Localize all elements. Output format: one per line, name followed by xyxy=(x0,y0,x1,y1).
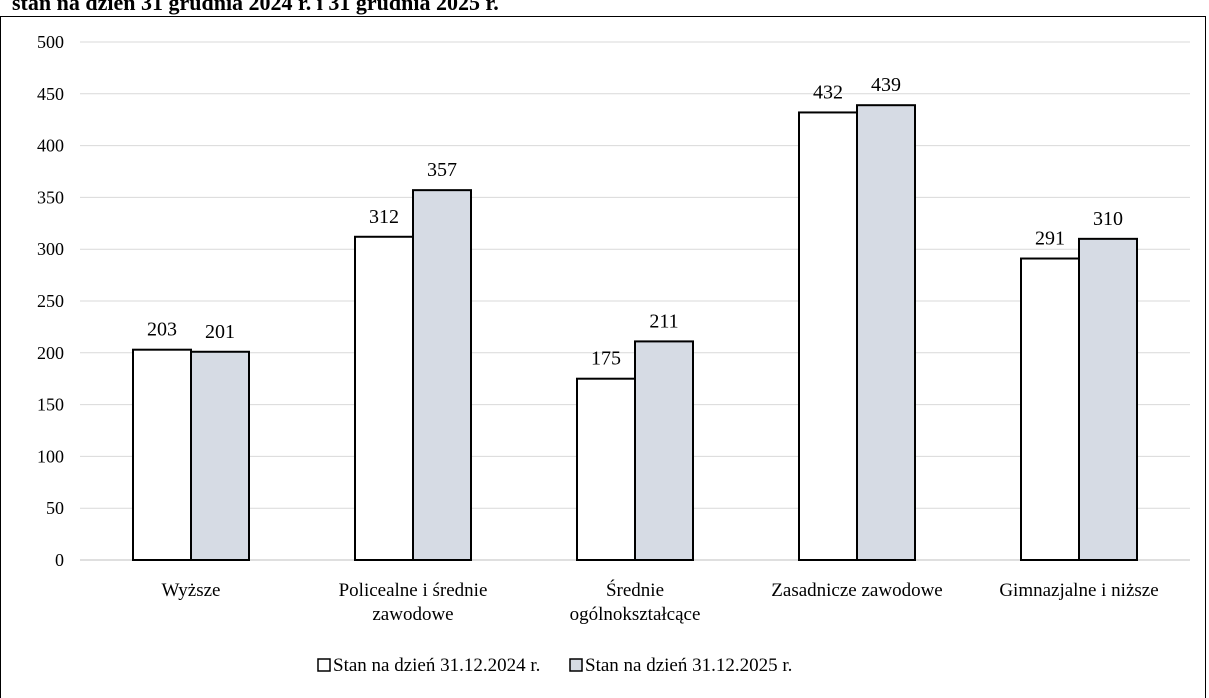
x-axis: Wyższe Policealne i średnie zawodowe Średni… xyxy=(162,579,1159,625)
bar xyxy=(190,350,250,561)
data-label: 310 xyxy=(1093,208,1123,230)
bar xyxy=(856,104,916,561)
data-label: 432 xyxy=(813,81,843,103)
data-label: 203 xyxy=(147,319,177,341)
bar xyxy=(634,340,694,561)
x-tick-label: Gimnazjalne i niższe xyxy=(999,580,1158,601)
chart-title: stan na dzień 31 grudnia 2024 r. i 31 gr… xyxy=(12,0,499,15)
data-label: 357 xyxy=(427,159,457,181)
data-label: 439 xyxy=(871,74,901,96)
chart-frame xyxy=(0,16,1206,698)
y-tick-label: 350 xyxy=(37,187,64,207)
y-tick-label: 450 xyxy=(37,84,64,104)
x-tick-label: ogólnokształcące xyxy=(570,604,701,625)
legend-swatch xyxy=(569,658,583,672)
y-tick-label: 200 xyxy=(37,343,64,363)
bar xyxy=(798,111,858,561)
data-label: 211 xyxy=(649,310,678,332)
bar xyxy=(354,235,414,561)
data-label: 175 xyxy=(591,348,621,370)
legend-label: Stan na dzień 31.12.2024 r. xyxy=(333,655,540,676)
y-tick-label: 400 xyxy=(37,136,64,156)
bar xyxy=(1020,257,1080,561)
x-tick-label: Średnie xyxy=(606,579,664,601)
legend-label: Stan na dzień 31.12.2025 r. xyxy=(585,655,792,676)
bar xyxy=(412,189,472,561)
x-tick-label: Wyższe xyxy=(162,580,221,601)
y-tick-label: 50 xyxy=(46,498,64,518)
y-tick-label: 150 xyxy=(37,395,64,415)
x-tick-label: Policealne i średnie xyxy=(339,580,488,601)
data-label: 291 xyxy=(1035,228,1065,250)
y-tick-label: 300 xyxy=(37,239,64,259)
bars xyxy=(132,104,1138,562)
bar xyxy=(132,348,192,561)
y-tick-label: 500 xyxy=(37,32,64,52)
legend-swatch xyxy=(317,658,331,672)
bar xyxy=(1078,237,1138,561)
legend: Stan na dzień 31.12.2024 r. Stan na dzień… xyxy=(317,655,792,676)
y-tick-label: 250 xyxy=(37,291,64,311)
x-tick-label: zawodowe xyxy=(372,604,453,625)
bar xyxy=(576,377,636,562)
data-label: 312 xyxy=(369,206,399,228)
y-tick-label: 0 xyxy=(55,550,64,570)
y-axis: 0 50 100 150 200 250 300 350 400 450 500 xyxy=(37,32,64,570)
y-tick-label: 100 xyxy=(37,446,64,466)
x-tick-label: Zasadnicze zawodowe xyxy=(771,580,942,601)
data-label: 201 xyxy=(205,321,235,343)
data-labels: 203 201 312 357 175 211 432 439 291 310 xyxy=(147,74,1123,370)
